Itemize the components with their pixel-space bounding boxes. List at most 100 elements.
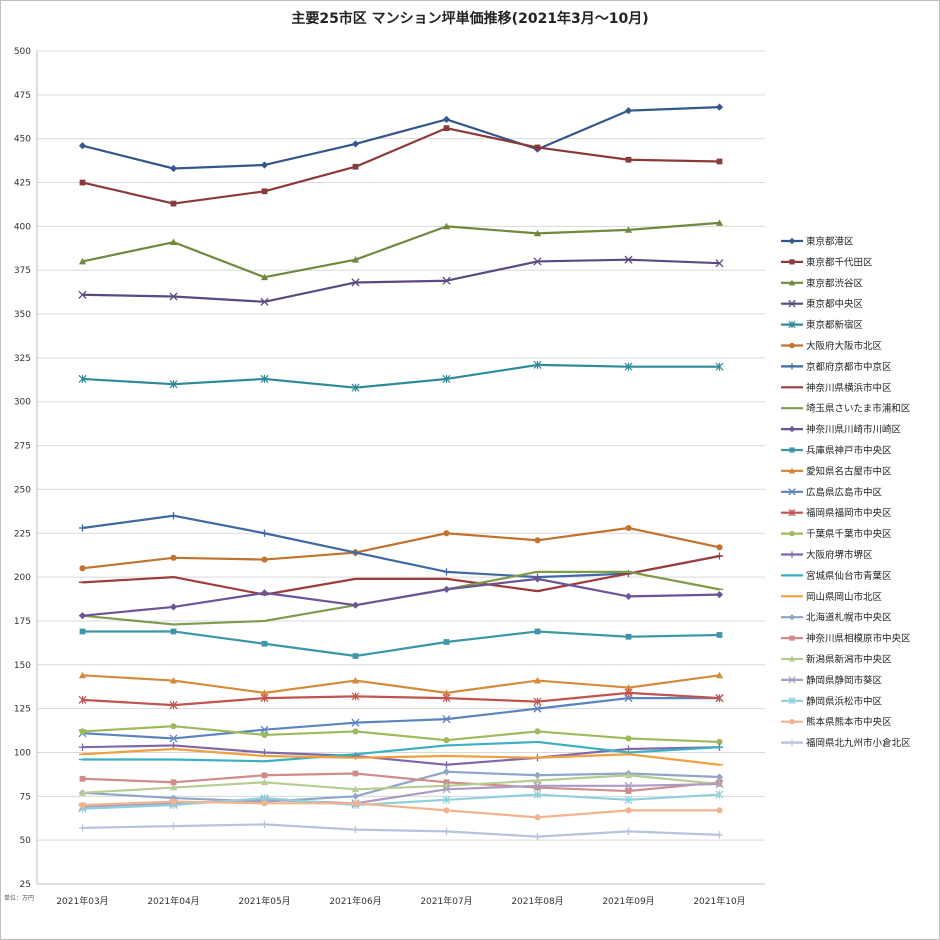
y-axis: 25 50 75 100 125 150 175 200 225 250 275 300 325 350 3…	[14, 47, 38, 890]
data-point	[169, 238, 178, 246]
legend-label: 兵庫県神戸市中央区	[806, 445, 892, 457]
data-point	[260, 589, 269, 597]
legend-item: 大阪府大阪市北区	[781, 340, 883, 352]
data-point	[533, 781, 542, 790]
data-point	[351, 826, 360, 834]
data-point	[169, 292, 178, 301]
legend-marker	[788, 300, 796, 308]
y-tick-label: 350	[14, 310, 31, 320]
data-point	[625, 735, 632, 742]
legend-label: 神奈川県相模原市中央区	[806, 633, 911, 645]
legend-label: 東京都千代田区	[806, 256, 873, 268]
data-point	[352, 770, 359, 777]
data-point	[716, 738, 723, 746]
data-point	[260, 297, 269, 306]
legend-marker	[789, 447, 795, 453]
series-10	[78, 575, 724, 620]
legend-label: 福岡県福岡市中央区	[806, 507, 892, 519]
data-point	[261, 731, 268, 738]
data-point	[533, 697, 542, 706]
data-point	[715, 259, 724, 268]
data-point	[351, 548, 360, 557]
data-point	[78, 290, 87, 299]
data-point	[442, 785, 451, 794]
x-tick-label: 2021年06月	[329, 895, 381, 907]
legend-label: 静岡県静岡市葵区	[806, 674, 883, 686]
data-point	[715, 773, 724, 781]
data-point	[170, 723, 177, 730]
data-point	[260, 694, 269, 703]
data-point	[169, 734, 178, 743]
data-point	[624, 255, 633, 264]
data-point	[78, 743, 87, 751]
data-point	[533, 833, 542, 841]
data-point	[533, 676, 542, 684]
data-point	[715, 831, 724, 839]
legend-item: 新潟県新潟市中央区	[781, 654, 892, 666]
series-25	[78, 820, 724, 841]
data-point	[351, 718, 360, 727]
legend-label: 北海道札幌市中央区	[806, 612, 892, 624]
y-tick-label: 450	[14, 135, 31, 145]
data-point	[624, 781, 633, 790]
data-point	[351, 140, 360, 148]
series-6	[79, 524, 723, 572]
legend-item: 兵庫県神戸市中央区	[781, 445, 892, 457]
plot-area	[78, 103, 724, 841]
data-point	[715, 103, 724, 111]
data-point	[352, 653, 359, 659]
series-line	[82, 691, 720, 707]
legend-item: 東京都渋谷区	[781, 277, 864, 289]
data-point	[170, 628, 177, 635]
y-tick-label: 200	[14, 573, 31, 583]
legend-marker	[788, 739, 796, 746]
legend-item: 東京都新宿区	[781, 319, 864, 331]
legend-item: 神奈川県横浜市中区	[781, 382, 892, 394]
series-2	[79, 125, 723, 207]
data-point	[352, 728, 359, 735]
data-point	[260, 820, 269, 828]
data-point	[169, 676, 178, 684]
series-line	[82, 793, 720, 810]
legend-marker	[788, 320, 796, 329]
series-line	[82, 577, 720, 617]
data-point	[624, 688, 633, 697]
legend-item: 東京都港区	[781, 236, 854, 248]
data-point	[534, 784, 541, 791]
data-point	[534, 814, 541, 821]
data-point	[351, 785, 360, 793]
x-tick-label: 2021年08月	[511, 895, 563, 907]
y-tick-label: 400	[14, 222, 31, 232]
y-tick-label: 300	[14, 398, 31, 408]
data-point	[624, 683, 633, 691]
y-tick-label: 475	[14, 91, 31, 101]
data-point	[261, 800, 268, 807]
legend-item: 神奈川県川崎市川崎区	[781, 424, 902, 436]
data-point	[442, 715, 451, 724]
legend-item: 京都府京都市中京区	[781, 361, 892, 373]
series-line	[82, 747, 720, 766]
data-point	[443, 737, 450, 744]
y-tick-label: 250	[14, 485, 31, 495]
data-point	[169, 380, 178, 389]
legend-item: 千葉県千葉市中央区	[781, 528, 892, 540]
data-point	[78, 257, 87, 265]
data-point	[624, 362, 633, 371]
x-tick-label: 2021年05月	[238, 895, 290, 907]
legend-marker	[788, 551, 796, 558]
legend: 東京都港区東京都千代田区東京都渋谷区東京都中央区東京都新宿区大阪府大阪市北区京都…	[781, 236, 911, 749]
series-12	[78, 671, 724, 696]
data-point	[533, 704, 542, 713]
data-point	[534, 144, 541, 151]
data-point	[78, 374, 87, 383]
legend-label: 埼玉県さいたま市浦和区	[806, 403, 911, 415]
series-11	[79, 628, 723, 659]
legend-label: 福岡県北九州市小倉北区	[806, 737, 911, 749]
chart-title: 主要25市区 マンション坪単価推移(2021年3月～10月)	[291, 11, 649, 27]
y-tick-label: 175	[14, 617, 31, 627]
y-tick-label: 150	[14, 661, 31, 671]
series-line	[82, 363, 720, 389]
data-point	[169, 822, 178, 830]
legend-item: 福岡県福岡市中央区	[781, 507, 892, 519]
data-point	[715, 219, 724, 226]
